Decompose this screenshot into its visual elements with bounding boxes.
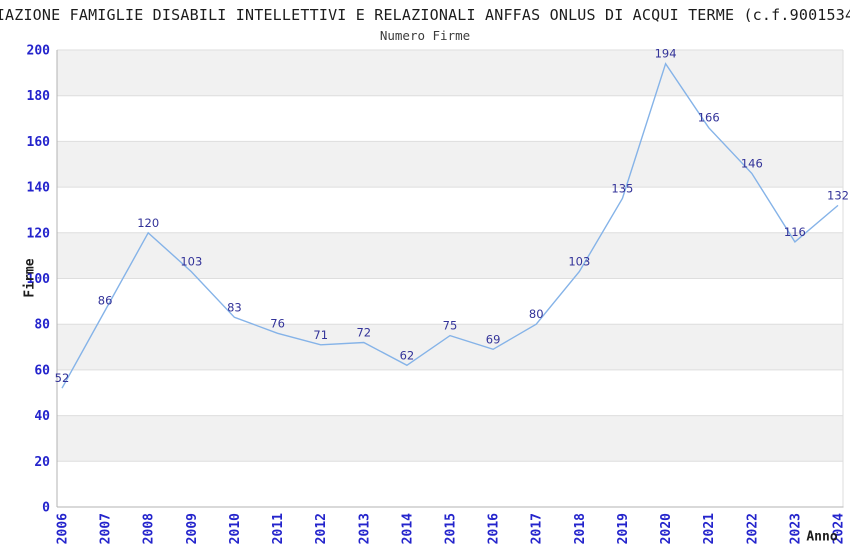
x-tick-label: 2024: [832, 513, 847, 544]
data-point-label: 103: [568, 255, 590, 269]
x-tick-label: 2022: [745, 513, 760, 544]
x-tick-label: 2018: [573, 513, 588, 544]
data-point-label: 132: [827, 188, 849, 202]
data-point-label: 72: [356, 326, 371, 340]
x-tick-label: 2006: [56, 513, 71, 544]
data-point-label: 116: [784, 225, 806, 239]
data-point-label: 80: [529, 307, 544, 321]
data-point-label: 103: [180, 255, 202, 269]
plot-band: [57, 141, 843, 188]
plot-band: [57, 95, 843, 142]
plot-band: [57, 278, 843, 325]
plot-band: [57, 324, 843, 370]
chart-title: CIAZIONE FAMIGLIE DISABILI INTELLETTIVI …: [0, 6, 850, 24]
y-tick-label: 140: [27, 181, 51, 196]
x-tick-label: 2010: [228, 513, 243, 544]
y-tick-label: 60: [34, 363, 50, 378]
x-tick-label: 2021: [702, 513, 717, 544]
chart-subtitle: Numero Firme: [379, 28, 471, 43]
x-tick-label: 2023: [788, 513, 803, 544]
plot-band: [57, 369, 843, 416]
data-point-label: 86: [98, 294, 113, 308]
y-tick-label: 200: [27, 44, 51, 59]
data-point-label: 83: [227, 300, 242, 314]
data-point-label: 146: [741, 156, 763, 170]
data-point-label: 120: [137, 216, 159, 230]
data-point-label: 71: [313, 328, 328, 342]
x-tick-label: 2017: [530, 513, 545, 544]
data-line: [61, 62, 839, 389]
data-point-label: 75: [443, 319, 458, 333]
y-tick-label: 160: [27, 135, 51, 150]
y-tick-label: 80: [34, 318, 50, 333]
x-tick-label: 2012: [314, 513, 329, 544]
plot-band: [57, 50, 843, 96]
y-axis-title: Firme: [22, 258, 38, 298]
plot-band: [57, 187, 843, 233]
x-tick-label: 2016: [487, 513, 502, 544]
x-tick-label: 2009: [185, 513, 200, 544]
data-point-label: 76: [270, 316, 285, 330]
y-tick-label: 100: [27, 272, 51, 287]
x-tick-label: 2007: [99, 513, 114, 544]
data-point-label: 135: [611, 182, 633, 196]
y-tick-label: 120: [27, 226, 51, 241]
data-point-label: 166: [698, 111, 720, 125]
x-tick-label: 2014: [400, 513, 415, 544]
x-tick-label: 2013: [357, 513, 372, 544]
data-point-label: 69: [486, 332, 501, 346]
x-tick-label: 2019: [616, 513, 631, 544]
chart-title-text: CIAZIONE FAMIGLIE DISABILI INTELLETTIVI …: [0, 6, 850, 24]
y-tick-label: 0: [42, 501, 50, 516]
data-point-label: 194: [655, 47, 677, 61]
plot-band: [57, 415, 843, 462]
x-tick-label: 2015: [444, 513, 459, 544]
data-point-label: 62: [400, 348, 415, 362]
plot-band: [57, 461, 843, 507]
y-tick-label: 40: [34, 409, 50, 424]
x-axis-title: Anno: [806, 529, 838, 545]
x-tick-label: 2008: [142, 513, 157, 544]
y-tick-label: 180: [27, 89, 51, 104]
y-tick-label: 20: [34, 455, 50, 470]
x-tick-label: 2011: [271, 513, 286, 544]
data-point-label: 52: [55, 371, 70, 385]
plot-band: [57, 232, 843, 279]
x-tick-label: 2020: [659, 513, 674, 544]
